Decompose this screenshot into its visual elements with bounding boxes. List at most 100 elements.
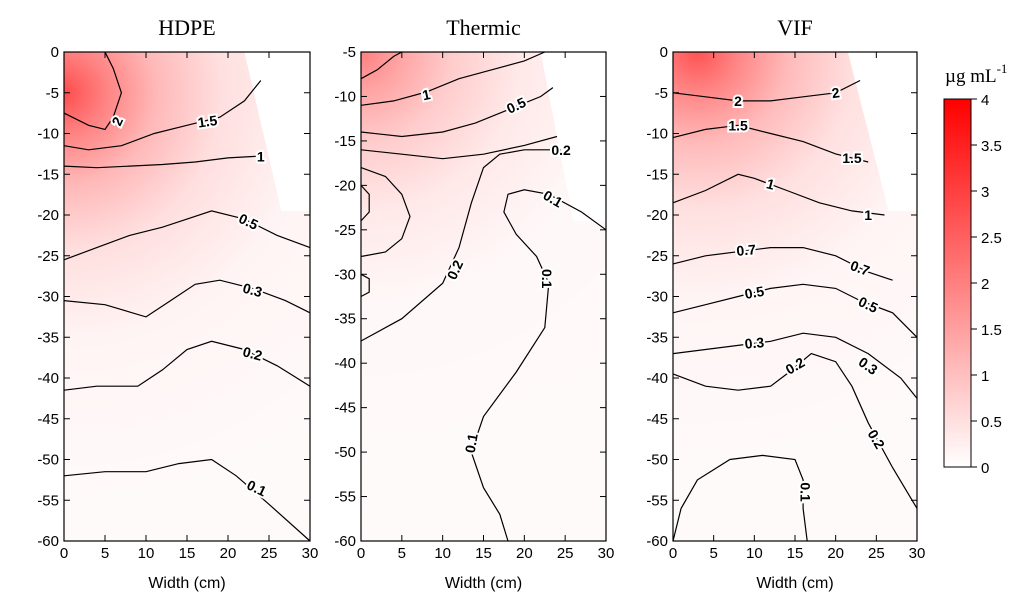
masked-region bbox=[847, 52, 917, 211]
x-tick-label: 5 bbox=[101, 545, 109, 562]
contour-label: 0.5 bbox=[743, 283, 765, 302]
x-tick-label: 30 bbox=[909, 545, 926, 562]
colorbar-tick-label: 1 bbox=[981, 368, 989, 385]
contour-label: 1 bbox=[864, 207, 872, 223]
panel-title: VIF bbox=[777, 15, 812, 40]
contour-label: 1 bbox=[257, 148, 265, 164]
colorbar-tick-label: 4 bbox=[981, 92, 989, 109]
y-tick-label: -25 bbox=[334, 222, 356, 239]
contour-label: 0.7 bbox=[736, 241, 757, 259]
colorbar-tick-label: 2 bbox=[981, 276, 989, 293]
y-tick-label: -50 bbox=[334, 444, 356, 461]
contour-line bbox=[672, 283, 918, 338]
contour-line bbox=[63, 51, 123, 131]
colorbar-gradient bbox=[944, 99, 971, 467]
contour-label: 0.3 bbox=[744, 334, 765, 352]
contour-line bbox=[672, 352, 918, 509]
y-tick-label: -45 bbox=[334, 400, 356, 417]
y-tick-label: -50 bbox=[37, 452, 59, 469]
y-tick-label: -10 bbox=[646, 126, 668, 143]
y-tick-label: -5 bbox=[655, 85, 668, 102]
x-axis-label: Width (cm) bbox=[445, 575, 522, 592]
panel-title: Thermic bbox=[446, 15, 521, 40]
x-tick-label: 0 bbox=[60, 545, 68, 562]
y-tick-label: -40 bbox=[37, 370, 59, 387]
colorbar-unit-prefix: µg mL bbox=[945, 66, 997, 87]
x-tick-label: 5 bbox=[709, 545, 717, 562]
y-tick-label: -35 bbox=[37, 329, 59, 346]
y-tick-label: -55 bbox=[334, 489, 356, 506]
x-tick-label: 20 bbox=[516, 545, 533, 562]
x-tick-label: 10 bbox=[138, 545, 155, 562]
y-tick-label: -30 bbox=[646, 289, 668, 306]
y-tick-label: -60 bbox=[37, 533, 59, 550]
x-tick-label: 25 bbox=[557, 545, 574, 562]
contour-line bbox=[360, 184, 370, 222]
x-tick-label: 10 bbox=[434, 545, 451, 562]
colorbar-tick-label: 3 bbox=[981, 184, 989, 201]
x-axis-label: Width (cm) bbox=[756, 575, 833, 592]
colorbar-unit: µg mL-1 bbox=[945, 61, 1007, 87]
contour-line bbox=[672, 79, 861, 102]
y-tick-label: -10 bbox=[37, 126, 59, 143]
masked-region bbox=[244, 52, 310, 211]
contour-line bbox=[672, 454, 808, 542]
colorbar-ticks: 0 0.5 1 1.5 2 2.5 3 3.5 4 bbox=[971, 92, 1002, 477]
colorbar-tick-label: 0 bbox=[981, 460, 989, 477]
contour-label: 0.2 bbox=[551, 142, 571, 158]
y-tick-label: -10 bbox=[334, 88, 356, 105]
y-tick-label: -5 bbox=[343, 44, 356, 61]
x-tick-label: 10 bbox=[746, 545, 763, 562]
contour-line bbox=[63, 279, 311, 318]
y-tick-label: -45 bbox=[37, 411, 59, 428]
y-tick-label: -40 bbox=[646, 370, 668, 387]
contour-label: 1.5 bbox=[842, 150, 862, 166]
contour-line bbox=[470, 189, 607, 542]
x-tick-label: 15 bbox=[787, 545, 804, 562]
x-tick-label: 30 bbox=[598, 545, 615, 562]
x-tick-label: 5 bbox=[398, 545, 406, 562]
contour-label: 0.1 bbox=[798, 482, 814, 502]
y-tick-label: -60 bbox=[334, 533, 356, 550]
y-tick-label: 0 bbox=[660, 44, 668, 61]
panel-2: 1 0.50.20.10.2 0.10.10 5 10 15 20 25 30-5-10-15-… bbox=[334, 15, 614, 592]
y-tick-label: -20 bbox=[37, 207, 59, 224]
contour-line bbox=[672, 247, 893, 281]
x-tick-label: 25 bbox=[261, 545, 278, 562]
x-tick-label: 30 bbox=[302, 545, 319, 562]
colorbar-tick-label: 0.5 bbox=[981, 414, 1002, 431]
contour-line bbox=[63, 458, 311, 542]
y-tick-label: -15 bbox=[334, 133, 356, 150]
contour-line bbox=[360, 167, 411, 258]
y-tick-label: -40 bbox=[334, 355, 356, 372]
contour-line bbox=[63, 210, 311, 261]
y-tick-label: -20 bbox=[646, 207, 668, 224]
contour-label: 0.1 bbox=[462, 432, 481, 454]
colorbar: µg mL-1 0 0.5 1 1.5 2 2.5 3 3.5 4 bbox=[943, 61, 1007, 477]
y-tick-label: -25 bbox=[37, 248, 59, 265]
y-tick-label: -20 bbox=[334, 177, 356, 194]
x-tick-label: 0 bbox=[669, 545, 677, 562]
y-tick-label: 0 bbox=[51, 44, 59, 61]
y-tick-label: -15 bbox=[646, 166, 668, 183]
contour-line bbox=[672, 124, 869, 163]
contour-line bbox=[360, 149, 562, 342]
contour-label: 0.1 bbox=[539, 269, 555, 289]
y-tick-label: -35 bbox=[334, 311, 356, 328]
contour-line bbox=[360, 51, 403, 80]
contour-label: 2 bbox=[734, 93, 742, 109]
y-tick-label: -15 bbox=[37, 166, 59, 183]
x-tick-label: 25 bbox=[868, 545, 885, 562]
contour-label: 1.5 bbox=[197, 112, 219, 131]
colorbar-tick-label: 3.5 bbox=[981, 138, 1002, 155]
y-tick-label: -5 bbox=[46, 85, 59, 102]
contour-line bbox=[63, 80, 262, 151]
panel-title: HDPE bbox=[158, 15, 215, 40]
contour-line bbox=[360, 51, 546, 106]
contour-line bbox=[360, 135, 558, 160]
contour-line bbox=[360, 273, 370, 298]
x-axis-label: Width (cm) bbox=[148, 575, 225, 592]
panels: 2 1.510.50.30.20.10 5 10 15 20 25 300-5-10-15-2… bbox=[37, 15, 925, 592]
y-tick-label: -55 bbox=[37, 492, 59, 509]
